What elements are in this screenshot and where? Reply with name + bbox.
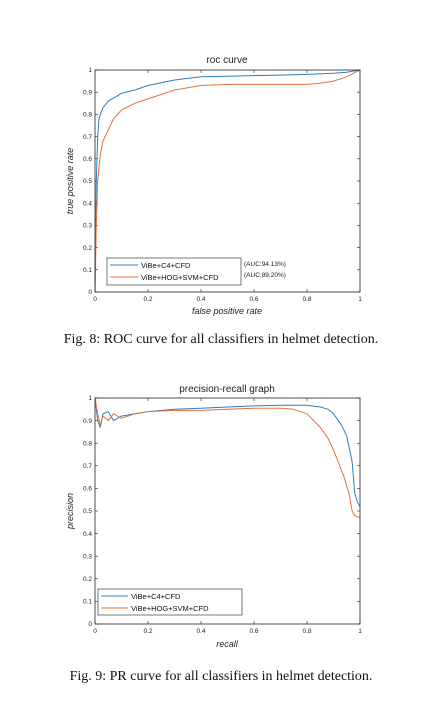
plot-frame	[94, 397, 361, 625]
y-tick-label: 0.5	[83, 178, 92, 185]
auc-annotation-2: (AUC:89.20%)	[244, 272, 286, 279]
y-axis-label: precision	[65, 493, 75, 530]
y-tick-label: 0	[88, 621, 92, 628]
series-line-2	[94, 69, 361, 293]
x-tick-label: 0	[93, 628, 97, 635]
auc-annotation-1: (AUC:94.13%)	[244, 261, 286, 268]
series-line-1	[94, 69, 361, 293]
y-tick-label: 0.1	[83, 599, 92, 606]
y-tick-label: 0.9	[83, 418, 92, 425]
y-tick-label: 0.7	[83, 463, 92, 470]
x-tick-label: 0.8	[302, 296, 311, 303]
y-tick-label: 0.2	[83, 576, 92, 583]
series-line-2	[94, 397, 361, 519]
legend-label-series-2: ViBe+HOG+SVM+CFD	[141, 273, 219, 282]
series-layer	[94, 69, 361, 293]
roc-chart: roc curve 0 0.2 0.4 0.6 0.8 1 0 0.1 0.2 0.3 0.4 0.5…	[65, 55, 362, 316]
y-tick-label: 0.8	[83, 440, 92, 447]
chart-title: precision-recall graph	[179, 384, 275, 395]
y-tick-label: 0.9	[83, 89, 92, 96]
y-tick-label: 0.4	[83, 200, 92, 207]
x-tick-label: 0.2	[143, 296, 152, 303]
y-tick-label: 0.6	[83, 486, 92, 493]
y-tick-label: 0.4	[83, 531, 92, 538]
series-layer	[94, 397, 361, 519]
pr-chart: precision-recall graph 0 0.2 0.4 0.6 0.8 1 0 0.…	[65, 384, 362, 649]
y-tick-label: 0.1	[83, 267, 92, 274]
legend-label-series-1: ViBe+C4+CFD	[141, 261, 191, 270]
legend-label-series-2: ViBe+HOG+SVM+CFD	[131, 604, 209, 613]
x-tick-label: 0.4	[196, 628, 205, 635]
series-line-1	[94, 397, 361, 507]
x-tick-label: 0.4	[196, 296, 205, 303]
chart-title: roc curve	[206, 55, 248, 66]
axis-ticks: 0 0.2 0.4 0.6 0.8 1 0 0.1 0.2 0.3 0.4 0.5 0.6 0.7 0.8 0…	[83, 395, 362, 635]
x-axis-label: recall	[216, 639, 239, 649]
figure-caption-9: Fig. 9: PR curve for all classifiers in …	[70, 669, 373, 684]
y-tick-label: 1	[88, 395, 92, 402]
legend: ViBe+C4+CFD ViBe+HOG+SVM+CFD	[97, 588, 243, 616]
x-tick-label: 0.2	[143, 628, 152, 635]
legend-label-series-1: ViBe+C4+CFD	[131, 592, 181, 601]
x-tick-label: 0	[93, 296, 97, 303]
y-axis-label: true positive rate	[65, 148, 75, 215]
y-tick-label: 0.7	[83, 134, 92, 141]
x-tick-label: 0.8	[302, 628, 311, 635]
y-tick-label: 1	[88, 67, 92, 74]
y-tick-label: 0.3	[83, 553, 92, 560]
y-tick-label: 0.5	[83, 508, 92, 515]
legend-box	[97, 588, 243, 616]
y-tick-label: 0	[88, 289, 92, 296]
figure-caption-8: Fig. 8: ROC curve for all classifiers in…	[64, 332, 379, 347]
y-tick-label: 0.6	[83, 156, 92, 163]
x-tick-label: 0.6	[249, 296, 258, 303]
x-tick-label: 0.6	[249, 628, 258, 635]
x-tick-label: 1	[358, 628, 362, 635]
y-tick-label: 0.8	[83, 112, 92, 119]
y-tick-label: 0.2	[83, 245, 92, 252]
x-tick-label: 1	[358, 296, 362, 303]
plot-frame	[94, 69, 361, 293]
legend-box	[106, 257, 242, 286]
y-tick-label: 0.3	[83, 223, 92, 230]
x-axis-label: false positive rate	[192, 306, 262, 316]
legend: ViBe+C4+CFD ViBe+HOG+SVM+CFD	[106, 257, 242, 286]
